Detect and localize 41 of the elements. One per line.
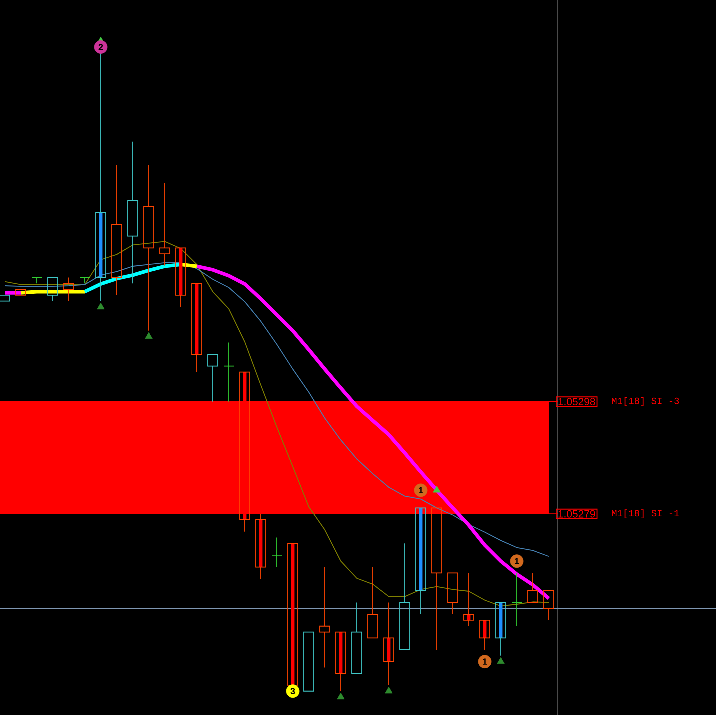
series-label: 1 (515, 558, 520, 564)
candlestick (48, 277, 58, 302)
candlestick (64, 277, 74, 302)
y-tick-label: 1.05298 (558, 398, 596, 406)
candlestick (160, 182, 170, 266)
candlestick (512, 572, 522, 627)
point (145, 332, 153, 340)
candlestick (224, 342, 234, 402)
candlestick (16, 289, 26, 296)
candlestick (400, 543, 410, 650)
candlestick (0, 295, 10, 302)
candlestick (432, 508, 442, 650)
point (433, 486, 441, 493)
candlestick (352, 602, 362, 674)
series-label: 2 (98, 44, 104, 50)
candlestick (112, 165, 122, 296)
y-tick-label: 1.05279 (558, 510, 596, 518)
candlestick (464, 572, 474, 627)
candlestick (272, 537, 282, 568)
candlestick (208, 354, 218, 402)
candlestick (144, 165, 154, 332)
point (497, 657, 505, 664)
candlestick (448, 572, 458, 615)
candlestick (304, 632, 314, 692)
ref-line-label: M1[18] SI -1 (612, 510, 680, 519)
text: 1 (419, 487, 424, 494)
point (385, 686, 393, 694)
candlestick (368, 566, 378, 639)
text: 1 (483, 658, 488, 665)
candlestick (80, 277, 90, 284)
candlestick (528, 572, 538, 604)
candlestick (544, 590, 554, 621)
candlestick (384, 602, 394, 686)
candlestick (32, 277, 42, 284)
candlestick (256, 514, 266, 580)
candlestick (128, 141, 138, 284)
ref-line-label: M1[18] SI -3 (612, 397, 680, 406)
point (337, 692, 345, 700)
point (97, 302, 105, 310)
candlestick (320, 566, 330, 668)
series-label: 3 (290, 688, 296, 695)
